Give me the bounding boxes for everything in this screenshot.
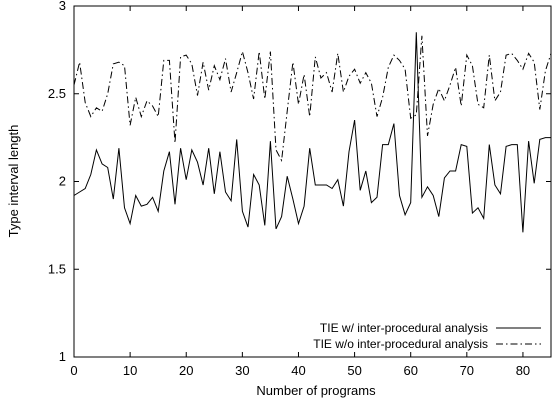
y-axis-title: Type interval length xyxy=(6,125,21,238)
series-line-without-interprocedural xyxy=(73,35,552,163)
series-line-with-interprocedural xyxy=(73,32,551,233)
x-tick-label: 10 xyxy=(123,363,137,378)
x-tick-label: 0 xyxy=(70,363,77,378)
plot-area xyxy=(73,32,552,233)
x-axis-title: Number of programs xyxy=(256,383,376,398)
y-tick-label: 2 xyxy=(59,174,66,189)
x-tick-label: 60 xyxy=(403,363,417,378)
legend-label: TIE w/ inter-procedural analysis xyxy=(320,321,488,335)
x-tick-label: 50 xyxy=(347,363,361,378)
y-tick-label: 2.5 xyxy=(48,86,66,101)
x-tick-label: 20 xyxy=(179,363,193,378)
y-tick-label: 1 xyxy=(59,349,66,364)
x-tick-label: 30 xyxy=(235,363,249,378)
x-tick-label: 70 xyxy=(460,363,474,378)
x-tick-label: 80 xyxy=(516,363,530,378)
legend: TIE w/ inter-procedural analysis TIE w/o … xyxy=(313,321,541,351)
plot-frame xyxy=(73,5,552,358)
y-tick-label: 3 xyxy=(59,0,66,13)
y-tick-label: 1.5 xyxy=(48,261,66,276)
legend-label: TIE w/o inter-procedural analysis xyxy=(313,337,488,351)
axes: 0 10 20 30 40 50 60 70 80 1 1.5 2 2.5 3 xyxy=(48,0,552,378)
x-tick-label: 40 xyxy=(291,363,305,378)
